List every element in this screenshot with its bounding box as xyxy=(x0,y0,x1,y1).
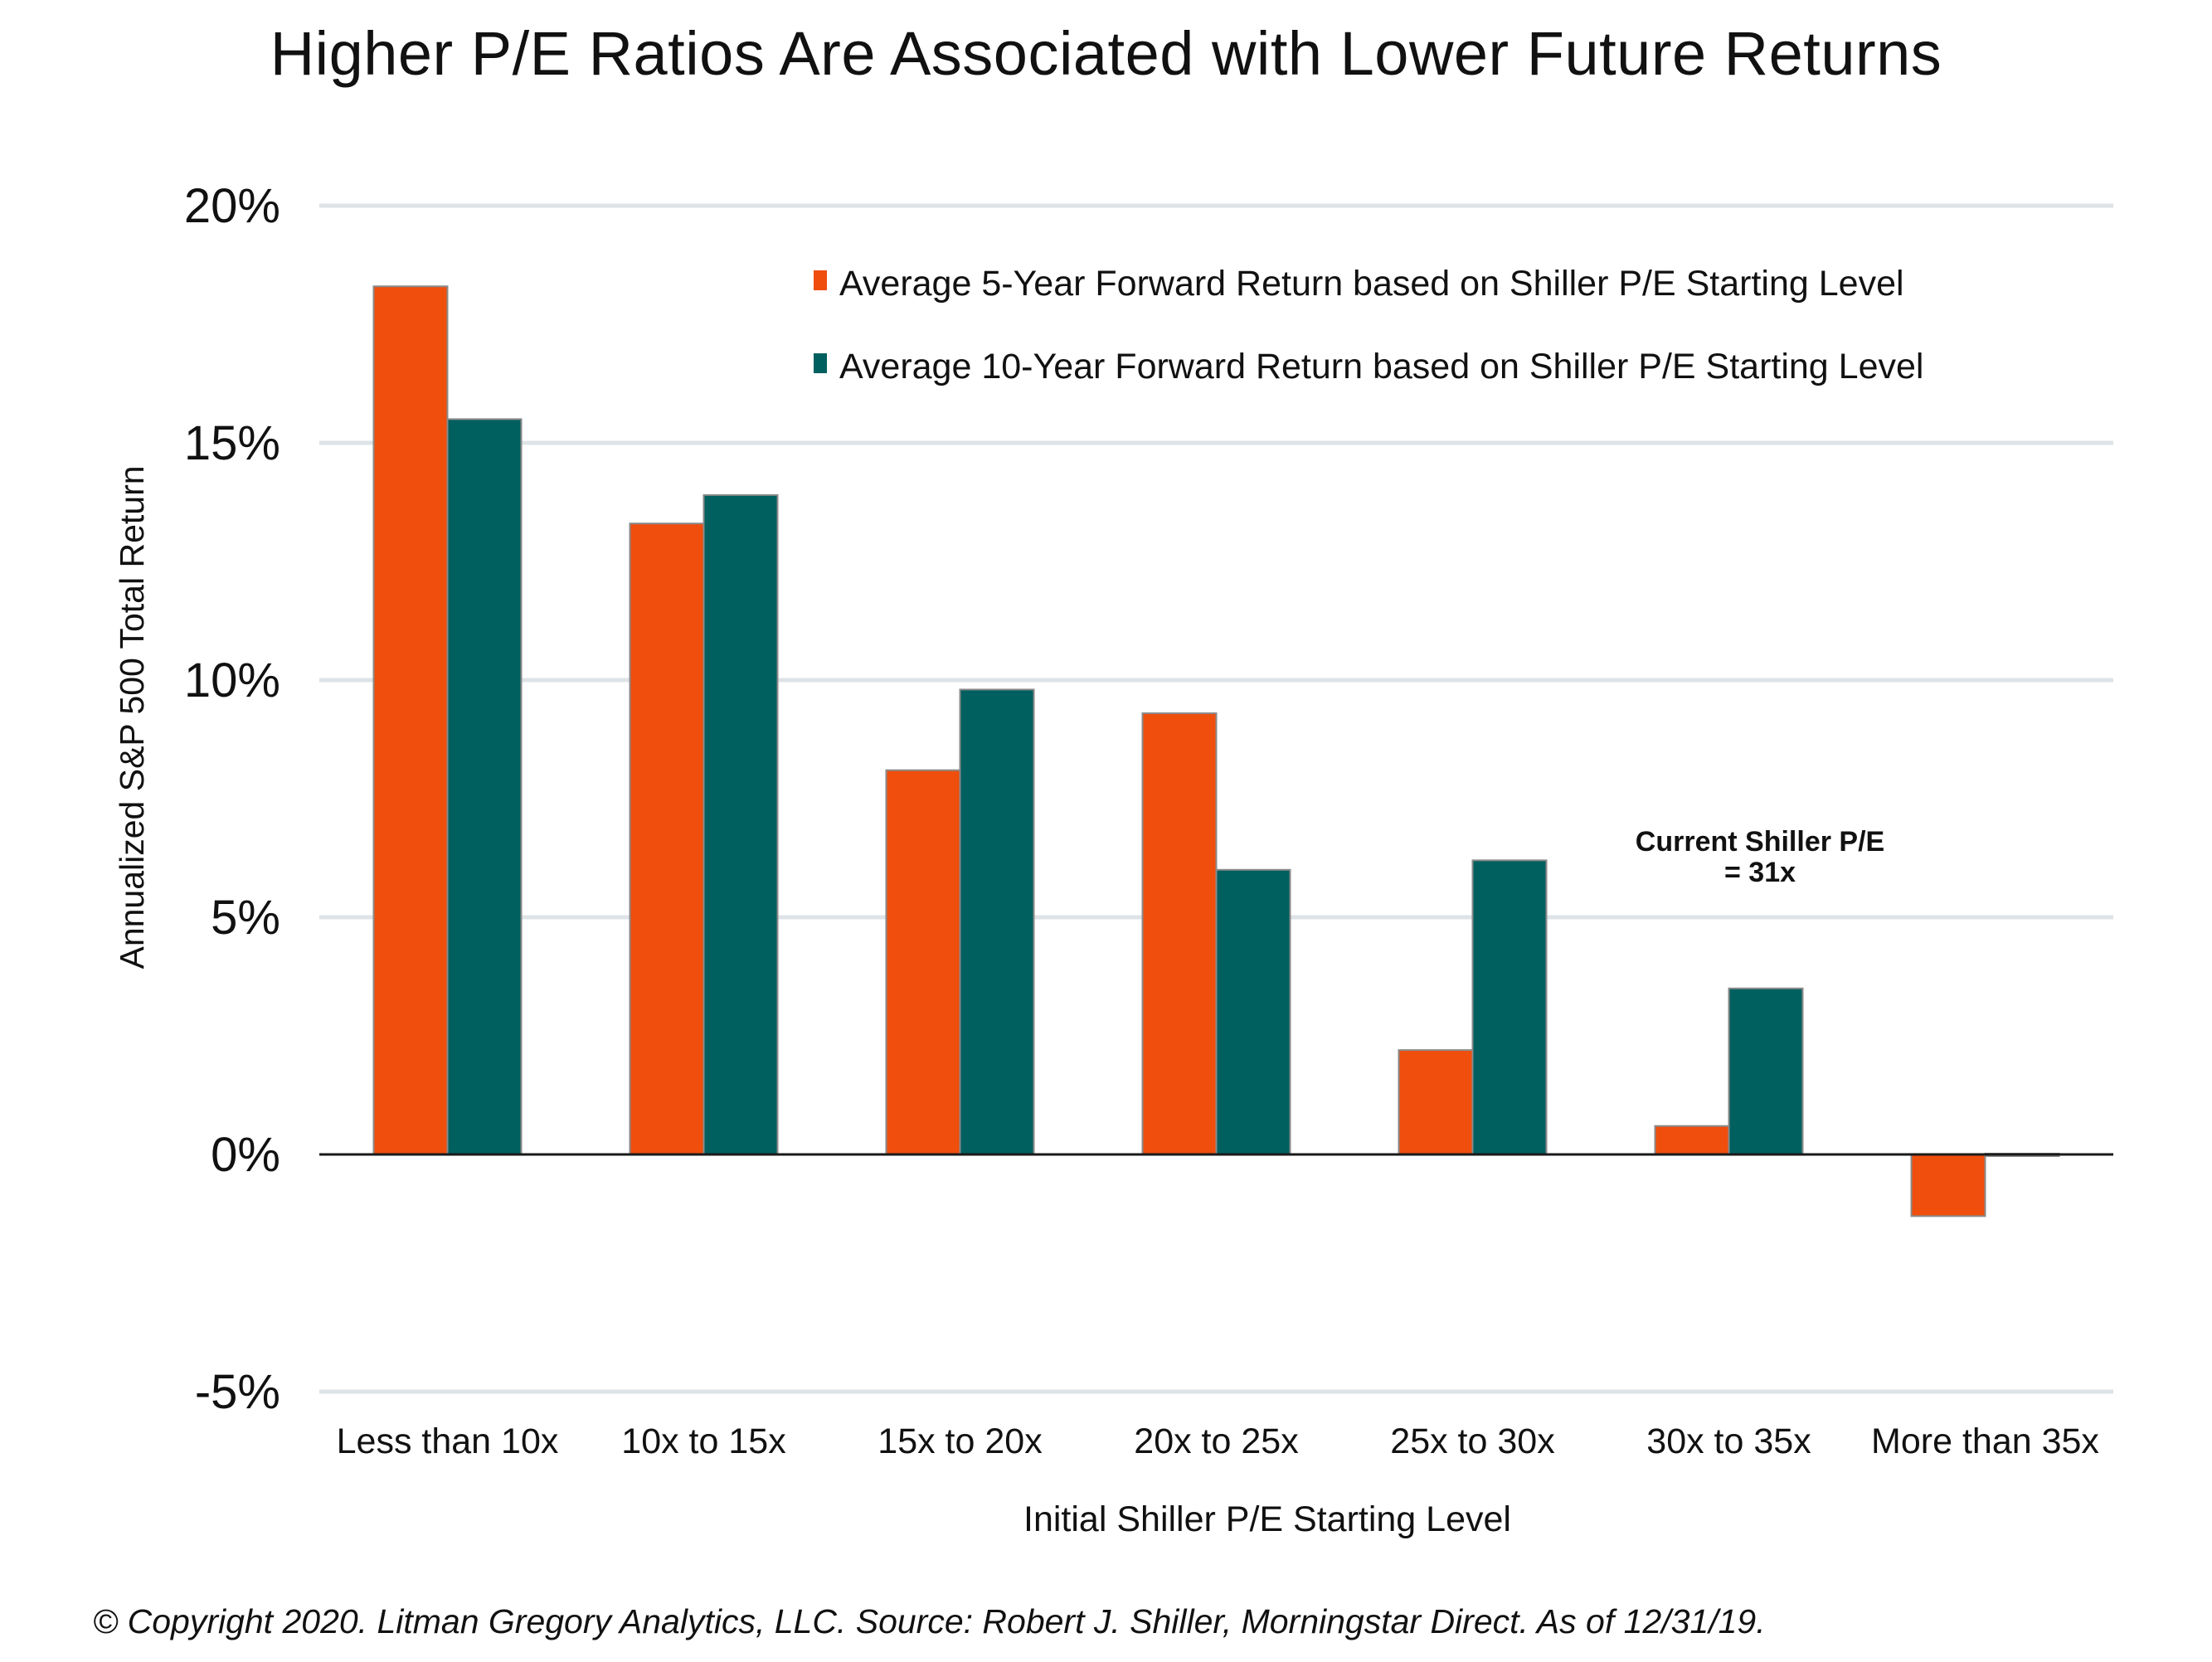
annotation-current-pe-line1: Current Shiller P/E xyxy=(1636,826,1884,858)
x-axis-ticks: Less than 10x 10x to 15x 15x to 20x 20x to … xyxy=(337,1421,2100,1461)
x-tick-label: 15x to 20x xyxy=(878,1421,1043,1461)
y-tick-label: 0% xyxy=(211,1128,280,1182)
bar-5yr xyxy=(1398,1049,1474,1156)
legend-label: Average 10-Year Forward Return based on … xyxy=(839,347,1923,386)
x-tick-label: Less than 10x xyxy=(337,1421,559,1461)
y-tick-label: 10% xyxy=(184,654,280,707)
annotation-current-pe-line2: = 31x xyxy=(1724,857,1796,888)
x-tick-label: 20x to 25x xyxy=(1134,1421,1299,1461)
bar-5yr xyxy=(1910,1154,1986,1217)
source-footnote: © Copyright 2020. Litman Gregory Analyti… xyxy=(93,1602,1766,1640)
x-tick-label: 10x to 15x xyxy=(621,1421,786,1461)
bar-5yr xyxy=(1141,712,1218,1155)
y-tick-label: 20% xyxy=(184,179,280,233)
x-tick-label: 30x to 35x xyxy=(1646,1421,1811,1461)
x-tick-label: More than 35x xyxy=(1871,1421,2099,1461)
legend: Average 5-Year Forward Return based on S… xyxy=(814,264,1923,386)
y-tick-label: -5% xyxy=(195,1365,280,1419)
legend-swatch xyxy=(814,353,827,373)
bar-5yr xyxy=(629,522,705,1155)
bar-5yr xyxy=(1654,1125,1730,1156)
bar-10yr xyxy=(702,493,779,1155)
x-tick-label: 25x to 30x xyxy=(1390,1421,1555,1461)
bar-10yr xyxy=(959,688,1035,1155)
legend-swatch xyxy=(814,270,827,290)
chart-title: Higher P/E Ratios Are Associated with Lo… xyxy=(270,19,1942,88)
y-axis-ticks: -5% 0% 5% 10% 15% 20% xyxy=(184,179,280,1419)
y-tick-label: 5% xyxy=(211,891,280,945)
bar-10yr xyxy=(1728,987,1804,1156)
bar-10yr xyxy=(446,418,523,1155)
legend-label: Average 5-Year Forward Return based on S… xyxy=(839,264,1904,304)
bar-10yr xyxy=(1215,868,1291,1156)
bar-5yr xyxy=(372,285,449,1155)
y-tick-label: 15% xyxy=(184,416,280,470)
bars xyxy=(319,285,2113,1217)
x-axis-label: Initial Shiller P/E Starting Level xyxy=(1023,1499,1511,1539)
bar-10yr xyxy=(1471,859,1548,1155)
y-axis-label: Annualized S&P 500 Total Return xyxy=(113,465,151,969)
bar-5yr xyxy=(885,769,961,1155)
